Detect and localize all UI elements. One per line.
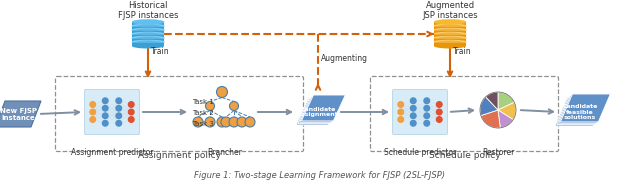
Polygon shape [434, 22, 466, 46]
Circle shape [237, 117, 247, 127]
Polygon shape [298, 98, 342, 124]
Polygon shape [557, 97, 607, 125]
Polygon shape [0, 101, 41, 127]
Circle shape [424, 105, 429, 111]
Polygon shape [561, 94, 611, 122]
Circle shape [102, 113, 108, 119]
Text: Task 3: Task 3 [192, 121, 214, 127]
Circle shape [90, 117, 95, 122]
Circle shape [410, 113, 416, 119]
Wedge shape [486, 92, 498, 110]
Text: Augmenting: Augmenting [321, 54, 368, 63]
Circle shape [90, 102, 95, 107]
Polygon shape [296, 99, 340, 125]
Circle shape [90, 109, 95, 115]
Circle shape [436, 109, 442, 115]
Circle shape [221, 117, 231, 127]
Circle shape [129, 109, 134, 115]
Polygon shape [132, 44, 164, 48]
Circle shape [116, 113, 122, 119]
Circle shape [205, 117, 215, 127]
Text: Task 2: Task 2 [192, 110, 214, 116]
Polygon shape [434, 20, 466, 25]
Circle shape [216, 87, 227, 98]
FancyBboxPatch shape [84, 89, 140, 135]
Circle shape [424, 113, 429, 119]
Text: Schedule predictor: Schedule predictor [384, 148, 456, 157]
Circle shape [116, 120, 122, 126]
Circle shape [116, 105, 122, 111]
Circle shape [424, 98, 429, 104]
Polygon shape [559, 95, 609, 123]
Circle shape [436, 102, 442, 107]
Polygon shape [132, 22, 164, 46]
Circle shape [410, 120, 416, 126]
Circle shape [116, 98, 122, 104]
Text: Assignment policy: Assignment policy [138, 152, 221, 160]
Circle shape [245, 117, 255, 127]
Circle shape [229, 117, 239, 127]
Text: Candidate
feasible
solutions: Candidate feasible solutions [563, 104, 598, 120]
Wedge shape [481, 110, 500, 128]
Circle shape [398, 117, 404, 122]
Polygon shape [300, 96, 344, 122]
Text: Train: Train [151, 48, 170, 57]
Circle shape [230, 102, 239, 111]
Text: New FJSP
instance: New FJSP instance [0, 107, 36, 120]
Wedge shape [498, 110, 513, 128]
Circle shape [102, 120, 108, 126]
Text: Historical
FJSP instances: Historical FJSP instances [118, 1, 179, 20]
Text: Candidate
Assignment: Candidate Assignment [297, 107, 339, 117]
Text: Augmented
JSP instances: Augmented JSP instances [422, 1, 478, 20]
Wedge shape [480, 97, 498, 115]
Text: Schedule policy: Schedule policy [429, 152, 500, 160]
Wedge shape [498, 92, 515, 110]
Circle shape [102, 98, 108, 104]
Text: Figure 1: Two-stage Learning Framework for FJSP (2SL-FJSP): Figure 1: Two-stage Learning Framework f… [195, 171, 445, 180]
Circle shape [424, 120, 429, 126]
Polygon shape [434, 44, 466, 48]
Circle shape [102, 105, 108, 111]
Polygon shape [555, 98, 605, 126]
Text: Assignment predictor: Assignment predictor [71, 148, 153, 157]
Circle shape [410, 105, 416, 111]
Circle shape [436, 117, 442, 122]
Circle shape [217, 117, 227, 127]
Circle shape [129, 102, 134, 107]
Polygon shape [301, 95, 346, 121]
Text: Task 1: Task 1 [192, 99, 214, 105]
Circle shape [398, 102, 404, 107]
Wedge shape [498, 102, 516, 120]
Text: Restorer: Restorer [482, 148, 514, 157]
Circle shape [205, 102, 214, 111]
Polygon shape [132, 20, 164, 25]
Circle shape [193, 117, 203, 127]
Circle shape [398, 109, 404, 115]
Circle shape [129, 117, 134, 122]
FancyBboxPatch shape [392, 89, 447, 135]
Circle shape [410, 98, 416, 104]
Text: Train: Train [453, 48, 472, 57]
Text: Brancher: Brancher [207, 148, 243, 157]
